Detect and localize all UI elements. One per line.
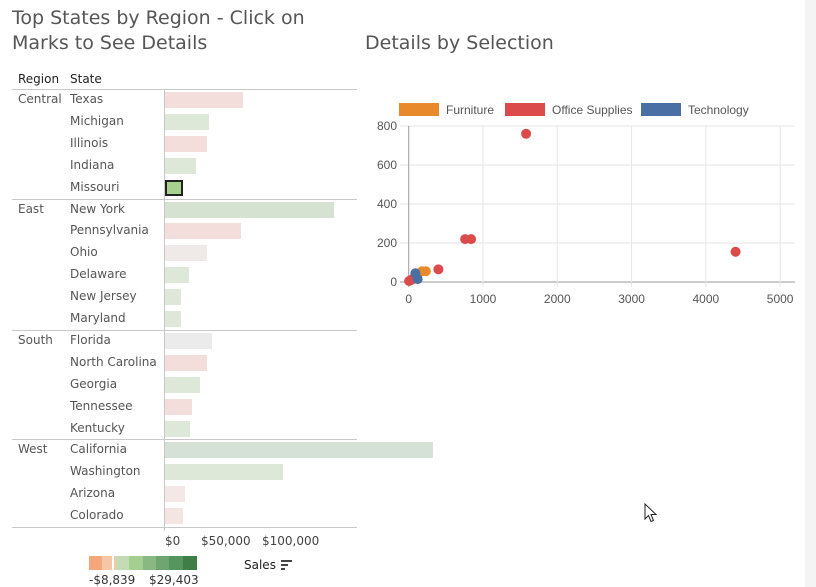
left-title-line-2: Marks to See Details [12,32,208,54]
x-tick-label: 2000 [544,292,571,306]
state-label[interactable]: Ohio [70,245,98,260]
data-point [466,234,477,245]
state-label[interactable]: Washington [70,464,141,479]
state-label[interactable]: Tennessee [70,398,133,413]
region-header: Region [18,72,60,86]
state-sales-bar[interactable] [165,398,193,415]
x-tick-label: 5000 [767,292,794,306]
state-label[interactable]: Arizona [70,486,116,501]
state-sales-bar[interactable] [165,135,207,152]
state-label[interactable]: Indiana [70,157,115,172]
left-title: Top States by Region - Click on Marks to… [12,6,305,56]
region-label: East [18,201,44,216]
state-sales-bar[interactable] [165,420,191,437]
region-label: South [18,332,53,347]
region-separator [12,527,357,528]
state-sales-bar[interactable] [165,157,196,174]
state-sales-bar[interactable] [165,179,184,196]
state-sales-bar[interactable] [165,289,182,306]
state-sales-bar[interactable] [165,201,335,218]
state-label[interactable]: Florida [70,332,111,347]
legend-entry: Office Supplies [552,103,633,117]
state-label[interactable]: Georgia [70,376,118,391]
legend-color-step [115,556,130,570]
x-tick-label: 4000 [693,292,720,306]
left-title-line-1: Top States by Region - Click on [12,7,305,29]
state-sales-bar[interactable] [165,486,186,503]
x-axis-tick: $100,000 [262,534,320,548]
state-sales-bar[interactable] [165,245,207,262]
data-point [412,274,423,285]
x-tick-label: 3000 [618,292,645,306]
legend-color-step [169,556,184,570]
bar-axis-line [164,89,165,531]
table-top-border [12,89,357,90]
y-tick-label: 400 [377,197,397,211]
state-label[interactable]: Delaware [70,267,127,282]
state-label[interactable]: Kentucky [70,420,125,435]
scatter-chart: 0 200 400 600 800 0 1000 2000 3000 4000 5000 Furnit… [377,103,795,306]
region-label: West [18,442,48,457]
state-sales-bar[interactable] [165,354,207,371]
state-label[interactable]: Texas [70,92,104,106]
region-label: Central [18,92,62,106]
x-tick-label: 1000 [470,292,497,306]
legend-color-step [102,556,117,570]
state-label[interactable]: Missouri [70,179,120,194]
legend-swatch [505,103,545,116]
x-axis-tick: $0 [165,534,181,548]
state-sales-bar[interactable] [165,311,182,327]
x-axis-tick: $50,000 [201,534,251,548]
legend-swatch [399,103,439,116]
state-sales-bar[interactable] [165,464,284,481]
state-sales-bar[interactable] [165,267,189,284]
state-sales-bar[interactable] [165,376,200,393]
legend-max-label: $29,403 [149,573,199,587]
state-sales-bar[interactable] [165,92,244,108]
state-sales-bar[interactable] [165,113,209,130]
legend-color-step [129,556,143,570]
region-separator [12,329,357,331]
state-label[interactable]: New Jersey [70,289,137,304]
state-sales-bar[interactable] [165,508,184,525]
legend-swatch [641,103,681,116]
legend-zero-marker [112,556,114,570]
state-label[interactable]: New York [70,201,125,216]
legend-min-label: -$8,839 [89,573,136,587]
mouse-cursor-icon [644,503,658,523]
state-label[interactable]: Maryland [70,311,126,325]
right-title: Details by Selection [365,32,554,54]
y-tick-label: 200 [377,236,397,250]
state-label[interactable]: Illinois [70,135,109,150]
right-edge-strip [805,0,816,587]
legend-color-step [155,556,170,570]
sales-label: Sales [244,558,276,572]
legend-entry: Furniture [446,103,494,117]
y-tick-label: 0 [390,275,397,289]
y-tick-label: 800 [377,119,397,133]
state-label[interactable]: Colorado [70,508,124,523]
region-separator [12,439,357,441]
y-tick-label: 600 [377,158,397,172]
state-label[interactable]: Pennsylvania [70,223,149,238]
state-sales-bar[interactable] [165,332,213,349]
sort-icon[interactable] [281,560,292,570]
legend-color-step [142,556,157,570]
region-separator [12,198,357,200]
legend-entry: Technology [688,103,749,117]
legend-color-step [89,556,103,570]
state-sales-bar[interactable] [165,223,242,240]
legend-color-step [182,556,197,570]
data-point [433,264,444,275]
state-label[interactable]: California [70,442,127,457]
state-sales-bar[interactable] [165,442,433,459]
state-header: State [70,72,102,86]
data-point [420,266,431,277]
data-point [730,246,741,257]
data-point [521,128,532,139]
x-tick-label: 0 [405,292,412,306]
state-label[interactable]: North Carolina [70,354,157,369]
state-label[interactable]: Michigan [70,113,124,128]
